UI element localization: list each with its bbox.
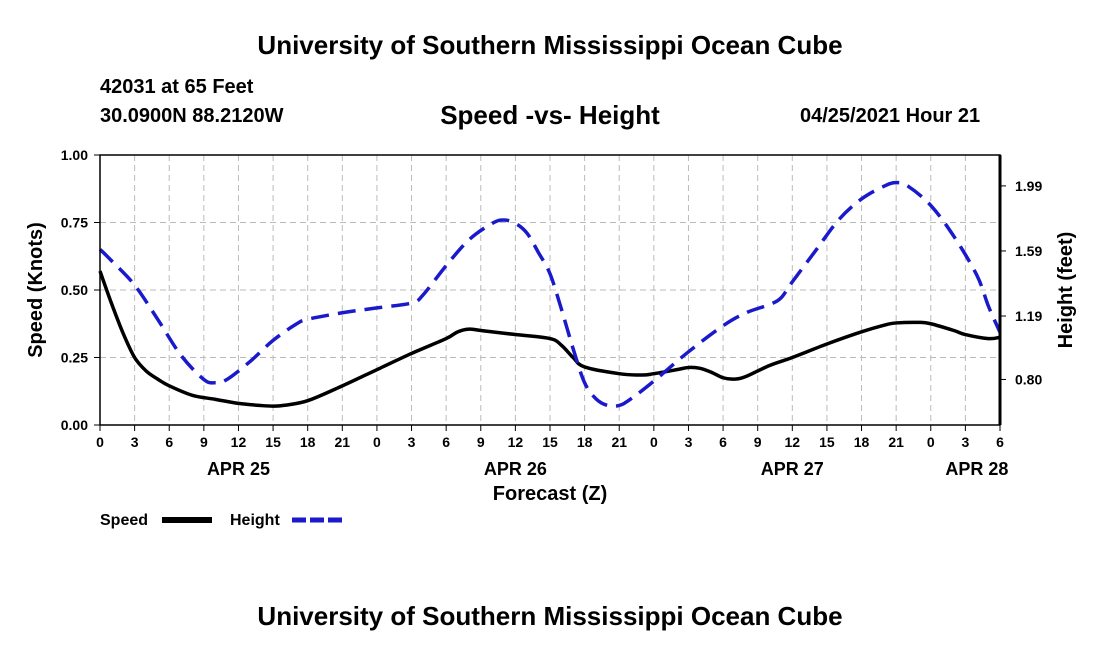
x-tick-label: 0	[650, 434, 658, 450]
x-date-label: APR 25	[207, 459, 270, 479]
axis-ticks: 0 3 6 9 12 15 18 21 0 3 6 9 12 15 18 21 0 3 6 9 12 15 18 21 0 3 6 A…	[61, 147, 1043, 479]
page-title: University of Southern Mississippi Ocean…	[257, 30, 843, 60]
y-tick-label: 0.00	[61, 417, 88, 433]
x-date-label: APR 28	[945, 459, 1008, 479]
x-tick-label: 21	[888, 434, 904, 450]
legend-label-height: Height	[230, 512, 280, 529]
x-tick-label: 18	[577, 434, 593, 450]
x-tick-label: 0	[927, 434, 935, 450]
x-tick-label: 3	[408, 434, 416, 450]
x-tick-label: 18	[300, 434, 316, 450]
y-axis-label: Speed (Knots)	[25, 222, 47, 358]
x-tick-label: 21	[335, 434, 351, 450]
x-tick-label: 6	[165, 434, 173, 450]
series-line-speed	[98, 270, 1001, 408]
datetime-label: 04/25/2021 Hour 21	[800, 105, 981, 127]
x-tick-label: 6	[442, 434, 450, 450]
x-tick-label: 6	[719, 434, 727, 450]
x-tick-label: 3	[685, 434, 693, 450]
y-tick-label: 0.50	[61, 282, 88, 298]
x-tick-label: 15	[265, 434, 281, 450]
x-tick-label: 12	[785, 434, 801, 450]
y2-tick-label: 1.99	[1015, 178, 1042, 194]
legend-label-speed: Speed	[100, 512, 148, 529]
x-tick-label: 3	[131, 434, 139, 450]
y2-axis-label: Height (feet)	[1055, 232, 1077, 349]
x-axis-label: Forecast (Z)	[493, 483, 607, 505]
x-date-label: APR 26	[484, 459, 547, 479]
chart-subtitle: Speed -vs- Height	[440, 100, 660, 130]
grid-lines	[100, 155, 1000, 425]
x-tick-label: 0	[96, 434, 104, 450]
station-label: 42031 at 65 Feet	[100, 76, 254, 98]
x-tick-label: 0	[373, 434, 381, 450]
x-tick-label: 12	[508, 434, 524, 450]
series-layer	[98, 180, 1002, 409]
x-tick-label: 6	[996, 434, 1004, 450]
x-tick-label: 15	[819, 434, 835, 450]
x-tick-label: 3	[961, 434, 969, 450]
legend: Speed Height	[100, 512, 342, 529]
x-tick-label: 9	[754, 434, 762, 450]
x-tick-label: 9	[477, 434, 485, 450]
y-tick-label: 1.00	[61, 147, 88, 163]
footer-title: University of Southern Mississippi Ocean…	[257, 601, 843, 631]
x-tick-label: 12	[231, 434, 247, 450]
x-tick-label: 18	[854, 434, 870, 450]
y-tick-label: 0.25	[61, 350, 88, 366]
series-line-height	[98, 180, 1002, 409]
y2-tick-label: 0.80	[1015, 371, 1042, 387]
x-tick-label: 21	[611, 434, 627, 450]
y2-tick-label: 1.59	[1015, 243, 1042, 259]
x-tick-label: 15	[542, 434, 558, 450]
y2-tick-label: 1.19	[1015, 308, 1042, 324]
x-tick-label: 9	[200, 434, 208, 450]
coordinates-label: 30.0900N 88.2120W	[100, 105, 284, 127]
x-date-label: APR 27	[761, 459, 824, 479]
y-tick-label: 0.75	[61, 215, 88, 231]
